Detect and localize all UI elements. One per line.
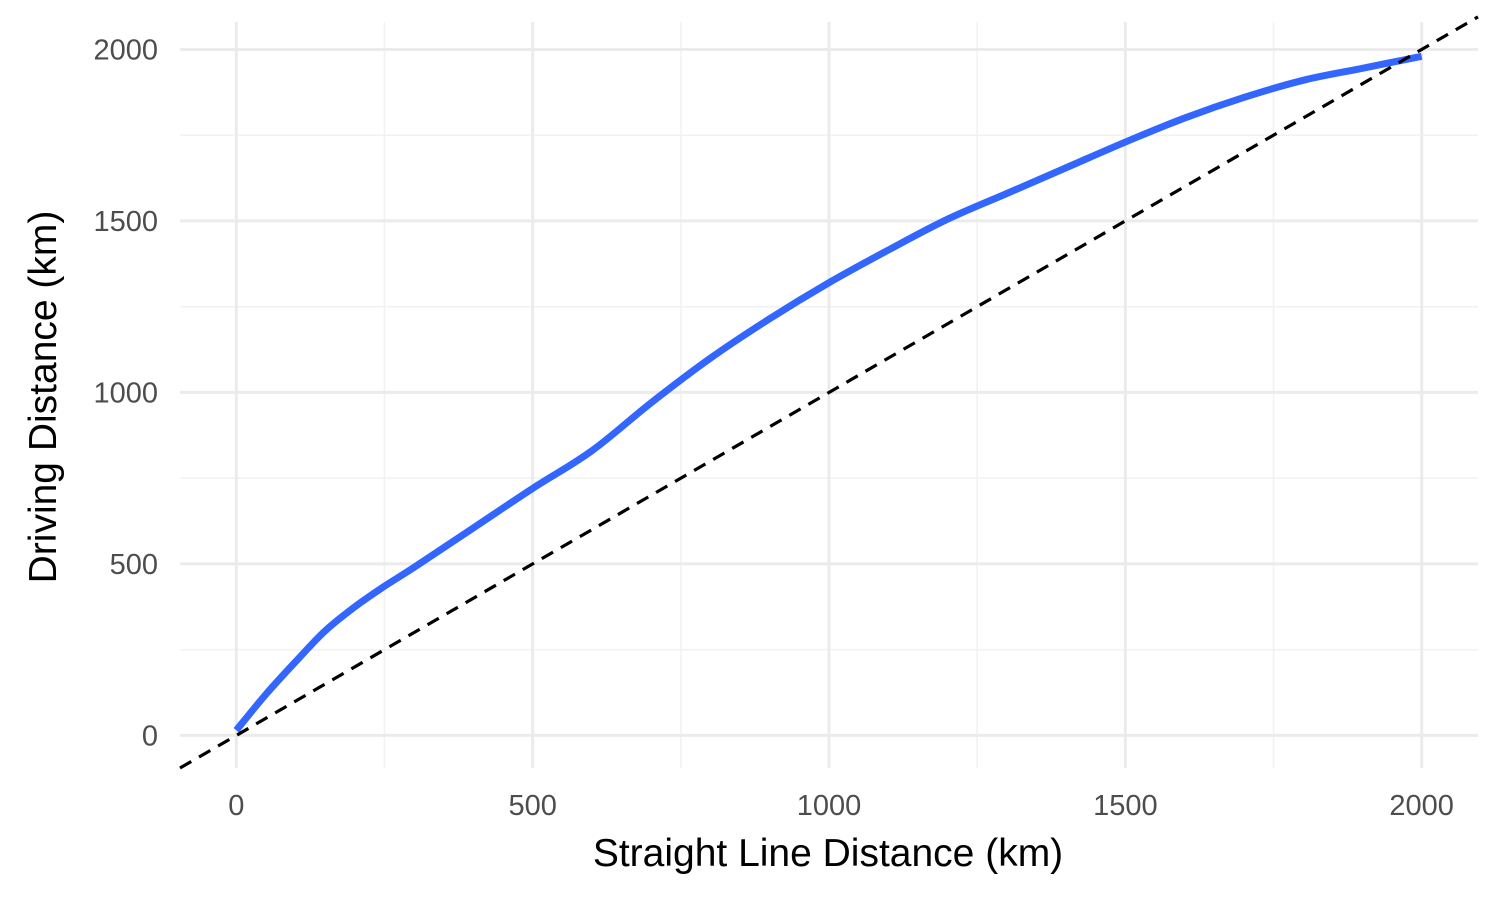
x-axis-title: Straight Line Distance (km) (593, 832, 1063, 875)
y-tick-label: 0 (142, 720, 158, 752)
y-axis-title: Driving Distance (km) (22, 211, 65, 584)
y-tick-labels: 0 500 1000 1500 2000 (93, 34, 158, 752)
y-tick-label: 1500 (93, 206, 158, 238)
grid (180, 22, 1478, 768)
x-tick-label: 0 (228, 790, 244, 822)
x-tick-label: 1500 (1093, 790, 1158, 822)
series-layer (179, 15, 1479, 770)
x-tick-label: 2000 (1389, 790, 1454, 822)
x-tick-labels: 0 500 1000 1500 2000 (228, 790, 1454, 822)
x-tick-label: 500 (508, 790, 556, 822)
y-tick-label: 1000 (93, 377, 158, 409)
y-tick-label: 2000 (93, 34, 158, 66)
smooth-trend-line (233, 52, 1423, 733)
reference-line-dashed (179, 15, 1479, 770)
y-tick-label: 500 (110, 549, 158, 581)
x-tick-label: 1000 (797, 790, 862, 822)
